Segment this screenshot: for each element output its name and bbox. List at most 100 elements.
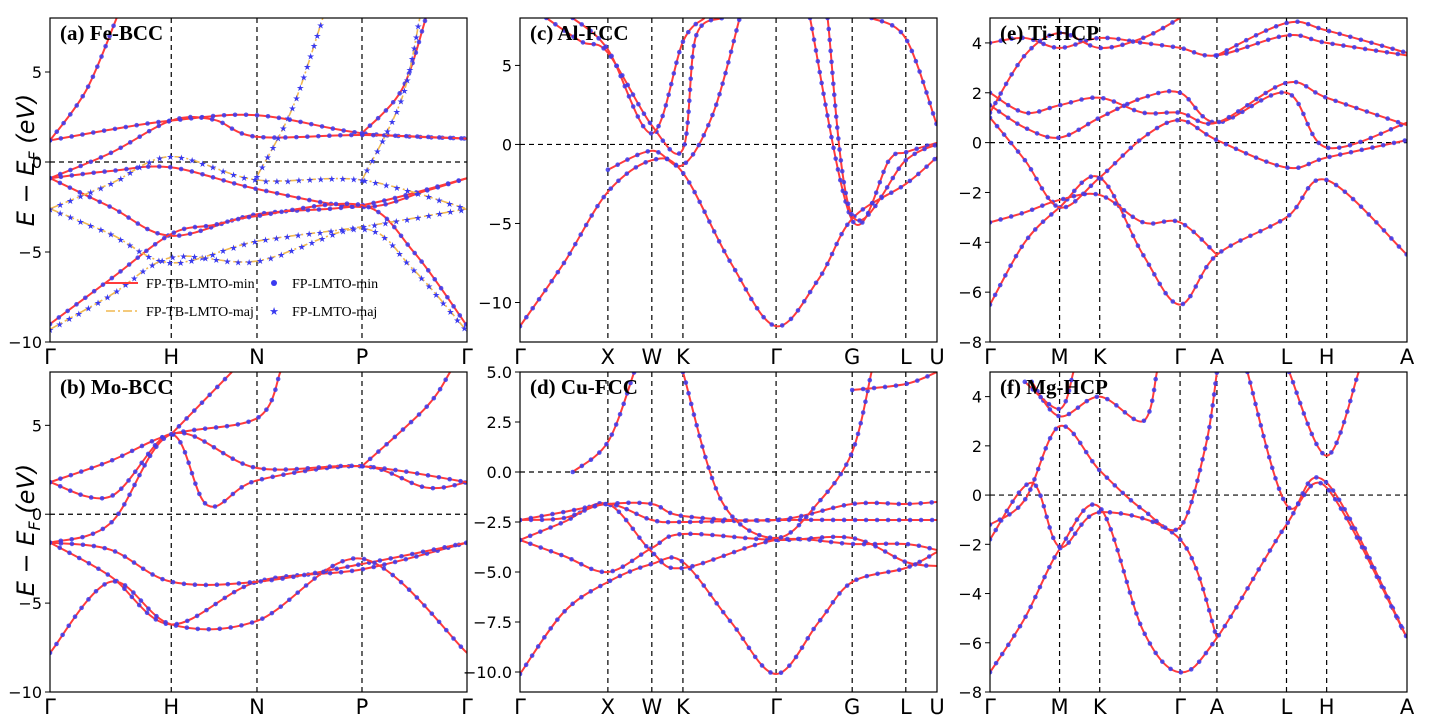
lmto-min-dot [287,597,292,603]
lmto-min-dot [1216,632,1222,638]
lmto-min-dot [58,136,64,141]
lmto-min-dot [1096,510,1102,515]
lmto-min-dot [1332,496,1338,502]
lmto-min-dot [843,190,849,196]
lmto-min-dot [630,104,636,109]
lmto-min-dot [1280,496,1286,502]
lmto-min-dot [155,230,160,236]
lmto-min-dot [1207,244,1212,250]
lmto-min-dot [213,601,218,607]
lmto-min-dot [1274,162,1280,168]
lmto-min-dot [918,500,924,506]
lmto-min-dot [873,203,878,209]
lmto-min-dot [796,522,802,528]
lmto-min-dot [1193,105,1198,111]
lmto-min-dot [648,561,654,567]
lmto-min-dot [300,205,306,211]
lmto-min-dot [1273,476,1278,481]
lmto-min-dot [830,517,836,523]
lmto-min-dot [1294,390,1299,395]
lmto-min-dot [1007,512,1012,517]
lmto-min-dot [191,427,197,433]
lmto-min-dot [1305,121,1310,127]
lmto-min-dot [1124,579,1130,585]
lmto-min-dot [1006,642,1011,648]
lmto-min-dot [668,81,674,87]
legend-label: FP-TB-LMTO-min [146,277,255,292]
lmto-min-dot [1022,379,1028,385]
lmto-min-dot [673,163,679,168]
kpoint-label: Γ [770,695,782,719]
lmto-min-dot [1258,423,1264,428]
lmto-min-dot [1170,44,1176,50]
kpoint-label: P [356,695,369,719]
lmto-min-dot [1035,466,1041,472]
lmto-min-dot [1005,115,1011,121]
lmto-min-dot [907,564,912,569]
lmto-min-dot [131,590,136,595]
lmto-min-dot [1084,398,1090,404]
lmto-min-dot [666,534,672,539]
lmto-min-dot [102,545,107,551]
lmto-min-dot [291,574,296,580]
lmto-min-dot [425,473,431,478]
lmto-min-dot [1286,212,1292,218]
lmto-min-dot [588,457,594,463]
lmto-min-dot [925,374,930,379]
lmto-min-dot [134,122,139,128]
lmto-min-dot [429,611,435,616]
lmto-min-dot [688,531,693,537]
lmto-maj-star: ★ [240,241,248,251]
lmto-min-dot [1121,207,1127,213]
lmto-min-dot [1045,195,1051,200]
lmto-min-dot [598,583,603,589]
kpoint-label: Γ [461,345,473,369]
lmto-min-dot [1185,510,1191,515]
lmto-min-dot [664,156,670,162]
lmto-min-dot [296,195,301,201]
lmto-min-dot [1120,42,1125,48]
lmto-min-dot [371,464,376,470]
lmto-min-dot [383,202,388,207]
lmto-maj-star: ★ [372,179,380,189]
lmto-min-dot [687,519,693,525]
lmto-min-dot [222,376,228,382]
lmto-min-dot [327,464,333,469]
lmto-min-dot [375,115,381,121]
lmto-min-dot [276,115,282,121]
lmto-min-dot [535,644,541,649]
lmto-min-dot [905,541,911,547]
lmto-min-dot [707,592,713,597]
lmto-min-dot [118,145,123,151]
lmto-min-dot [779,323,785,328]
lmto-min-dot [382,466,387,471]
lmto-maj-star: ★ [371,228,379,238]
lmto-min-dot [877,179,883,185]
lmto-min-dot [713,102,719,108]
lmto-min-dot [896,517,902,523]
lmto-min-dot [209,117,215,122]
lmto-min-dot [799,645,805,651]
lmto-min-dot [458,644,464,649]
lmto-min-dot [1254,96,1259,102]
lmto-min-dot [1306,161,1312,167]
lmto-min-dot [1081,191,1086,197]
lmto-min-dot [1373,48,1379,53]
lmto-min-dot [643,543,649,549]
lmto-maj-star: ★ [158,257,166,267]
lmto-min-dot [1208,413,1214,419]
lmto-min-dot [1305,421,1310,427]
lmto-min-dot [360,566,366,572]
lmto-min-dot [1148,41,1154,47]
lmto-min-dot [638,552,644,557]
lmto-min-dot [1142,110,1148,116]
lmto-min-dot [261,466,267,472]
lmto-min-dot [321,569,326,575]
lmto-min-dot [1021,53,1027,59]
lmto-min-dot [376,449,381,454]
lmto-min-dot [316,465,322,470]
lmto-min-dot [1303,83,1309,89]
lmto-min-dot [1141,35,1146,41]
ytick-label: 0 [972,134,982,153]
lmto-min-dot [1341,43,1346,48]
